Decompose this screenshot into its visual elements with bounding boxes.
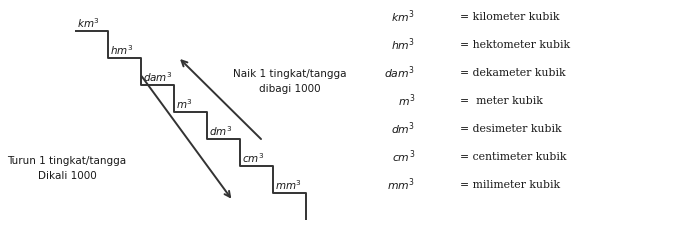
Text: $\mathit{cm}^3$: $\mathit{cm}^3$ <box>242 151 264 165</box>
Text: Dikali 1000: Dikali 1000 <box>38 171 96 181</box>
Text: = kilometer kubik: = kilometer kubik <box>460 12 559 22</box>
Text: $\mathit{mm}^3$: $\mathit{mm}^3$ <box>387 177 415 193</box>
Text: $\mathit{km}^3$: $\mathit{km}^3$ <box>77 16 100 30</box>
Text: dibagi 1000: dibagi 1000 <box>259 84 321 94</box>
Text: = milimeter kubik: = milimeter kubik <box>460 180 560 190</box>
Text: $\mathit{dm}^3$: $\mathit{dm}^3$ <box>391 121 415 137</box>
Text: $\mathit{m}^3$: $\mathit{m}^3$ <box>398 93 415 109</box>
Text: = hektometer kubik: = hektometer kubik <box>460 40 570 50</box>
Text: $\mathit{dam}^3$: $\mathit{dam}^3$ <box>143 70 172 84</box>
Text: = desimeter kubik: = desimeter kubik <box>460 124 562 134</box>
Text: Turun 1 tingkat/tangga: Turun 1 tingkat/tangga <box>7 156 127 166</box>
Text: Naik 1 tingkat/tangga: Naik 1 tingkat/tangga <box>234 69 347 79</box>
Text: $\mathit{hm}^3$: $\mathit{hm}^3$ <box>391 37 415 53</box>
Text: $\mathit{km}^3$: $\mathit{km}^3$ <box>392 9 415 25</box>
Text: =  meter kubik: = meter kubik <box>460 96 543 106</box>
Text: $\mathit{hm}^3$: $\mathit{hm}^3$ <box>110 43 133 57</box>
Text: $\mathit{cm}^3$: $\mathit{cm}^3$ <box>392 149 415 165</box>
Text: $\mathit{dm}^3$: $\mathit{dm}^3$ <box>209 124 232 138</box>
Text: $\mathit{m}^3$: $\mathit{m}^3$ <box>176 97 192 111</box>
Text: = dekameter kubik: = dekameter kubik <box>460 68 565 78</box>
Text: = centimeter kubik: = centimeter kubik <box>460 152 567 162</box>
Text: $\mathit{mm}^3$: $\mathit{mm}^3$ <box>275 178 302 192</box>
Text: $\mathit{dam}^3$: $\mathit{dam}^3$ <box>384 65 415 81</box>
